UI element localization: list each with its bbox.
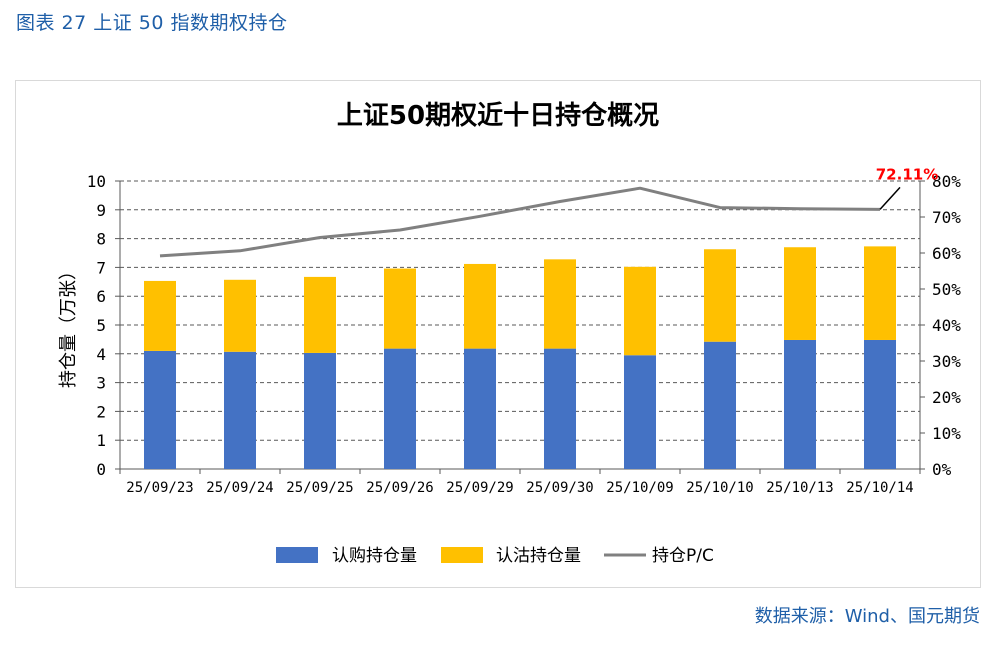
bar-put <box>784 247 816 340</box>
bar-put <box>464 263 496 349</box>
y-tick-label: 6 <box>96 287 106 306</box>
legend-label-pc: 持仓P/C <box>652 546 714 566</box>
x-tick-label: 25/09/26 <box>366 480 433 496</box>
x-tick-label: 25/09/23 <box>126 480 193 496</box>
bar-call <box>544 348 576 469</box>
chart-title: 上证50期权近十日持仓概况 <box>336 101 660 131</box>
bar-put <box>144 280 176 351</box>
y-tick-label: 8 <box>96 230 106 249</box>
bar-put <box>864 246 896 340</box>
y2-tick-label: 70% <box>932 208 961 227</box>
x-tick-label: 25/10/14 <box>846 480 913 496</box>
bar-call <box>864 339 896 469</box>
y-tick-label: 4 <box>96 345 106 364</box>
x-tick-label: 25/09/30 <box>526 480 593 496</box>
legend-swatch-put <box>441 547 483 563</box>
x-tick-label: 25/09/24 <box>206 480 273 496</box>
x-tick-label: 25/09/25 <box>286 480 353 496</box>
y-tick-label: 9 <box>96 201 106 220</box>
bar-call <box>784 339 816 469</box>
y-tick-label: 0 <box>96 460 106 479</box>
y-tick-label: 7 <box>96 258 106 277</box>
legend-swatch-call <box>276 547 318 563</box>
x-tick-label: 25/10/10 <box>686 480 753 496</box>
y2-tick-label: 50% <box>932 280 961 299</box>
bar-put <box>544 259 576 349</box>
y2-tick-label: 40% <box>932 316 961 335</box>
annotation-label: 72.11% <box>876 165 938 183</box>
legend-label-call: 认购持仓量 <box>332 546 417 566</box>
source-note: 数据来源：Wind、国元期货 <box>754 606 980 627</box>
figure-title: 图表 27 上证 50 指数期权持仓 <box>16 12 288 34</box>
bar-put <box>624 266 656 356</box>
bar-put <box>704 249 736 342</box>
x-tick-label: 25/09/29 <box>446 480 513 496</box>
bar-call <box>224 351 256 469</box>
bar-call <box>144 350 176 469</box>
x-tick-label: 25/10/13 <box>766 480 833 496</box>
y2-tick-label: 80% <box>932 172 961 191</box>
legend-label-put: 认沽持仓量 <box>496 546 581 566</box>
y2-tick-label: 20% <box>932 388 961 407</box>
y-tick-label: 2 <box>96 402 106 421</box>
pc-series-line <box>159 186 881 258</box>
bar-put <box>304 276 336 353</box>
bar-call <box>304 352 336 469</box>
y2-tick-label: 0% <box>932 460 952 479</box>
bar-call <box>704 341 736 469</box>
y-tick-label: 5 <box>96 316 106 335</box>
bar-call <box>464 348 496 469</box>
x-tick-label: 25/10/09 <box>606 480 673 496</box>
bar-call <box>624 355 656 469</box>
y-tick-label: 1 <box>96 431 106 450</box>
y2-tick-label: 60% <box>932 244 961 263</box>
y-tick-label: 10 <box>87 172 106 191</box>
bar-put <box>384 268 416 349</box>
y-axis-label: 持仓量（万张） <box>58 262 79 388</box>
y-tick-label: 3 <box>96 374 106 393</box>
bar-put <box>224 279 256 352</box>
y2-tick-label: 10% <box>932 424 961 443</box>
y2-tick-label: 30% <box>932 352 961 371</box>
bar-call <box>384 348 416 469</box>
annotation-leader <box>879 186 901 210</box>
